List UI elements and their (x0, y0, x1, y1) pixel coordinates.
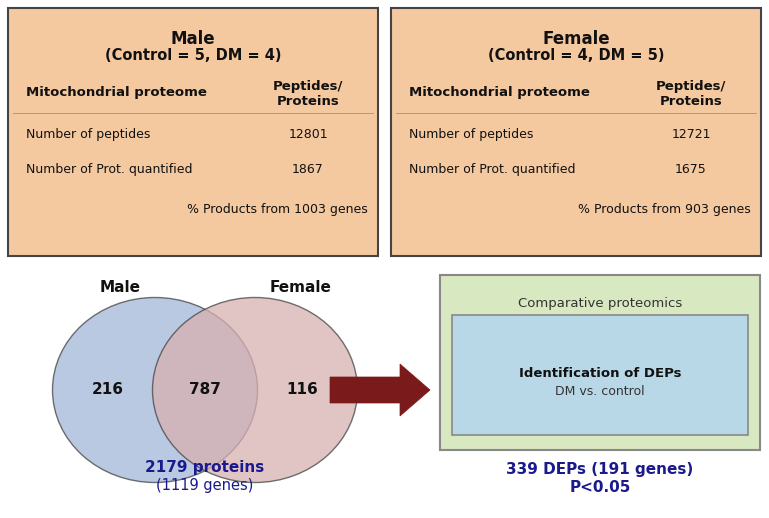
Text: 1867: 1867 (292, 163, 324, 176)
FancyBboxPatch shape (8, 8, 378, 256)
Text: Male: Male (171, 30, 215, 48)
Ellipse shape (152, 297, 358, 482)
Text: Number of peptides: Number of peptides (26, 128, 151, 141)
Text: DM vs. control: DM vs. control (555, 385, 645, 398)
Text: 116: 116 (286, 382, 318, 397)
Text: 339 DEPs (191 genes): 339 DEPs (191 genes) (506, 462, 694, 477)
Text: Number of Prot. quantified: Number of Prot. quantified (26, 163, 192, 176)
Text: Male: Male (100, 280, 141, 295)
Text: (Control = 4, DM = 5): (Control = 4, DM = 5) (488, 48, 664, 63)
Text: Female: Female (542, 30, 610, 48)
Text: 1675: 1675 (675, 163, 707, 176)
Text: P<0.05: P<0.05 (569, 480, 631, 495)
Text: Peptides/
Proteins: Peptides/ Proteins (656, 80, 726, 108)
Text: Mitochondrial proteome: Mitochondrial proteome (409, 86, 590, 99)
Text: Peptides/
Proteins: Peptides/ Proteins (273, 80, 343, 108)
Text: (1119 genes): (1119 genes) (156, 478, 254, 493)
Text: 12721: 12721 (671, 128, 711, 141)
Text: 12801: 12801 (288, 128, 328, 141)
Text: Number of peptides: Number of peptides (409, 128, 534, 141)
FancyBboxPatch shape (452, 315, 748, 435)
Text: Mitochondrial proteome: Mitochondrial proteome (26, 86, 207, 99)
Ellipse shape (52, 297, 258, 482)
Text: % Products from 903 genes: % Products from 903 genes (578, 203, 751, 216)
Text: 216: 216 (92, 382, 124, 397)
Text: Comparative proteomics: Comparative proteomics (518, 297, 682, 310)
Text: Female: Female (270, 280, 332, 295)
Text: Number of Prot. quantified: Number of Prot. quantified (409, 163, 575, 176)
Text: % Products from 1003 genes: % Products from 1003 genes (187, 203, 368, 216)
Text: (Control = 5, DM = 4): (Control = 5, DM = 4) (105, 48, 281, 63)
Text: Identification of DEPs: Identification of DEPs (519, 367, 681, 380)
Text: 2179 proteins: 2179 proteins (145, 460, 265, 475)
FancyBboxPatch shape (440, 275, 760, 450)
FancyBboxPatch shape (391, 8, 761, 256)
Text: 787: 787 (189, 382, 221, 397)
Polygon shape (330, 364, 430, 416)
